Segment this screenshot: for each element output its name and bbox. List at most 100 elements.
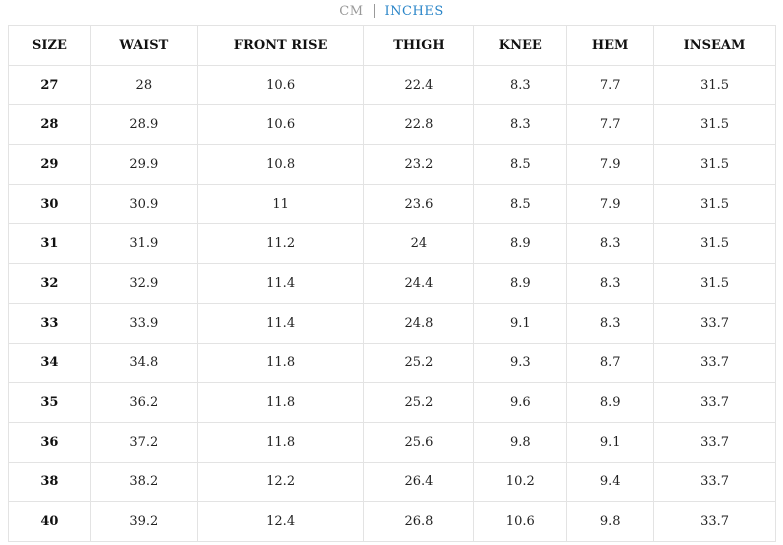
table-cell: 9.6: [473, 382, 568, 423]
table-cell: 38: [8, 461, 91, 503]
table-cell: 11.4: [196, 263, 365, 304]
table-cell: 28: [89, 64, 198, 106]
unit-option[interactable]: INCHES: [384, 3, 444, 19]
unit-option[interactable]: CM: [339, 3, 364, 19]
table-cell: 22.8: [363, 104, 475, 146]
table-cell: 10.6: [196, 64, 365, 106]
table-cell: 8.5: [473, 183, 568, 225]
header-row: SIZE WAIST FRONT RISE THIGH KNEE HEM INSEAM: [8, 25, 776, 66]
table-cell: 8.3: [473, 64, 568, 106]
table-cell: 35: [8, 382, 91, 423]
table-cell: 9.8: [473, 421, 568, 463]
table-cell: 31.5: [653, 144, 776, 185]
table-cell: 7.7: [566, 64, 655, 106]
table-row: 31 31.9 11.2 24 8.9 8.3 31.5: [8, 223, 776, 265]
table-cell: 31.5: [653, 104, 776, 146]
column-header: SIZE: [8, 25, 91, 66]
table-cell: 12.4: [196, 501, 365, 542]
table-cell: 33.7: [653, 302, 776, 344]
table-cell: 30.9: [89, 183, 198, 225]
table-row: 34 34.8 11.8 25.2 9.3 8.7 33.7: [8, 342, 776, 384]
table-row: 33 33.9 11.4 24.8 9.1 8.3 33.7: [8, 302, 776, 344]
table-cell: 26.8: [363, 501, 475, 542]
table-cell: 29: [8, 144, 91, 185]
table-cell: 11.8: [196, 421, 365, 463]
table-cell: 33.7: [653, 342, 776, 384]
table-cell: 9.8: [566, 501, 655, 542]
table-cell: 11.8: [196, 342, 365, 384]
table-cell: 24: [363, 223, 475, 265]
table-cell: 33: [8, 302, 91, 344]
table-cell: 10.8: [196, 144, 365, 185]
table-row: 35 36.2 11.8 25.2 9.6 8.9 33.7: [8, 382, 776, 423]
table-cell: 33.7: [653, 421, 776, 463]
column-header: HEM: [566, 25, 655, 66]
table-row: 40 39.2 12.4 26.8 10.6 9.8 33.7: [8, 501, 776, 542]
table-row: 29 29.9 10.8 23.2 8.5 7.9 31.5: [8, 144, 776, 185]
table-cell: 9.4: [566, 461, 655, 503]
table-cell: 9.3: [473, 342, 568, 384]
table-cell: 36.2: [89, 382, 198, 423]
separator: [373, 4, 375, 18]
table-cell: 7.9: [566, 183, 655, 225]
table-cell: 31.5: [653, 223, 776, 265]
table-cell: 38.2: [89, 461, 198, 503]
table-cell: 12.2: [196, 461, 365, 503]
table-row: 32 32.9 11.4 24.4 8.9 8.3 31.5: [8, 263, 776, 304]
table-cell: 8.5: [473, 144, 568, 185]
table-cell: 23.6: [363, 183, 475, 225]
table-cell: 34.8: [89, 342, 198, 384]
table-cell: 8.7: [566, 342, 655, 384]
table-cell: 33.7: [653, 461, 776, 503]
table-cell: 24.4: [363, 263, 475, 304]
table-cell: 25.2: [363, 342, 475, 384]
table-cell: 7.7: [566, 104, 655, 146]
table-cell: 8.3: [566, 263, 655, 304]
table-cell: 31.5: [653, 263, 776, 304]
size-table: SIZE WAIST FRONT RISE THIGH KNEE HEM INSEAM 27…: [8, 25, 776, 542]
table-cell: 33.9: [89, 302, 198, 344]
table-cell: 10.2: [473, 461, 568, 503]
table-cell: 7.9: [566, 144, 655, 185]
table-cell: 8.9: [473, 223, 568, 265]
table-cell: 34: [8, 342, 91, 384]
column-header: FRONT RISE: [196, 25, 365, 66]
table-cell: 11: [196, 183, 365, 225]
table-cell: 40: [8, 501, 91, 542]
table-cell: 11.8: [196, 382, 365, 423]
table-cell: 23.2: [363, 144, 475, 185]
table-row: 28 28.9 10.6 22.8 8.3 7.7 31.5: [8, 104, 776, 146]
column-header: WAIST: [89, 25, 198, 66]
table-cell: 10.6: [473, 501, 568, 542]
table-cell: 8.3: [566, 223, 655, 265]
table-cell: 31.9: [89, 223, 198, 265]
table-cell: 25.6: [363, 421, 475, 463]
table-cell: 26.4: [363, 461, 475, 503]
table-cell: 33.7: [653, 501, 776, 542]
column-header: INSEAM: [653, 25, 776, 66]
table-cell: 30: [8, 183, 91, 225]
table-cell: 9.1: [566, 421, 655, 463]
table-cell: 27: [8, 64, 91, 106]
table-cell: 36: [8, 421, 91, 463]
table-cell: 9.1: [473, 302, 568, 344]
table-cell: 24.8: [363, 302, 475, 344]
table-cell: 29.9: [89, 144, 198, 185]
table-row: 30 30.9 11 23.6 8.5 7.9 31.5: [8, 183, 776, 225]
table-body: 27 28 10.6 22.4 8.3 7.7 31.5 28 28.9 10.6 22.8 8.3 7…: [8, 64, 776, 542]
table-cell: 8.9: [473, 263, 568, 304]
table-cell: 11.4: [196, 302, 365, 344]
table-cell: 25.2: [363, 382, 475, 423]
column-header: KNEE: [473, 25, 568, 66]
table-row: 38 38.2 12.2 26.4 10.2 9.4 33.7: [8, 461, 776, 503]
table-cell: 31.5: [653, 183, 776, 225]
table-cell: 8.9: [566, 382, 655, 423]
table-cell: 28: [8, 104, 91, 146]
table-cell: 39.2: [89, 501, 198, 542]
table-cell: 8.3: [566, 302, 655, 344]
table-cell: 11.2: [196, 223, 365, 265]
table-cell: 31.5: [653, 64, 776, 106]
table-cell: 8.3: [473, 104, 568, 146]
table-cell: 10.6: [196, 104, 365, 146]
